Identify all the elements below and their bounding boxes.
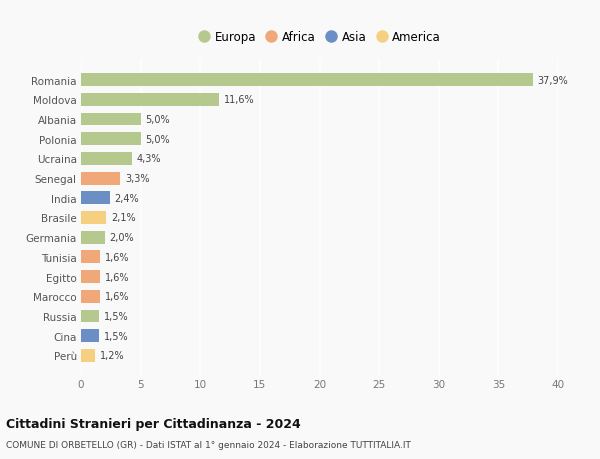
Text: 1,5%: 1,5% (104, 311, 128, 321)
Text: 1,5%: 1,5% (104, 331, 128, 341)
Bar (81, 349, 95, 362)
Bar (81, 290, 100, 303)
Bar (81, 212, 106, 224)
Text: 1,6%: 1,6% (105, 291, 130, 302)
Text: 5,0%: 5,0% (145, 134, 170, 145)
Bar (81, 192, 110, 205)
Text: 37,9%: 37,9% (538, 75, 568, 85)
Text: 5,0%: 5,0% (145, 115, 170, 125)
Text: 11,6%: 11,6% (224, 95, 255, 105)
Text: Cittadini Stranieri per Cittadinanza - 2024: Cittadini Stranieri per Cittadinanza - 2… (6, 417, 301, 430)
Text: 2,4%: 2,4% (115, 193, 139, 203)
Bar (81, 113, 140, 126)
Bar (81, 251, 100, 264)
Text: 2,0%: 2,0% (110, 233, 134, 243)
Bar (81, 133, 140, 146)
Text: 2,1%: 2,1% (111, 213, 136, 223)
Text: COMUNE DI ORBETELLO (GR) - Dati ISTAT al 1° gennaio 2024 - Elaborazione TUTTITAL: COMUNE DI ORBETELLO (GR) - Dati ISTAT al… (6, 440, 411, 449)
Text: 4,3%: 4,3% (137, 154, 161, 164)
Bar (81, 231, 105, 244)
Text: 1,2%: 1,2% (100, 351, 125, 361)
Bar (81, 310, 99, 323)
Bar (81, 74, 533, 87)
Bar (81, 94, 220, 106)
Text: 3,3%: 3,3% (125, 174, 149, 184)
Legend: Europa, Africa, Asia, America: Europa, Africa, Asia, America (194, 28, 445, 48)
Bar (81, 330, 99, 342)
Text: 1,6%: 1,6% (105, 252, 130, 263)
Text: 1,6%: 1,6% (105, 272, 130, 282)
Bar (81, 153, 132, 165)
Bar (81, 271, 100, 283)
Bar (81, 172, 121, 185)
